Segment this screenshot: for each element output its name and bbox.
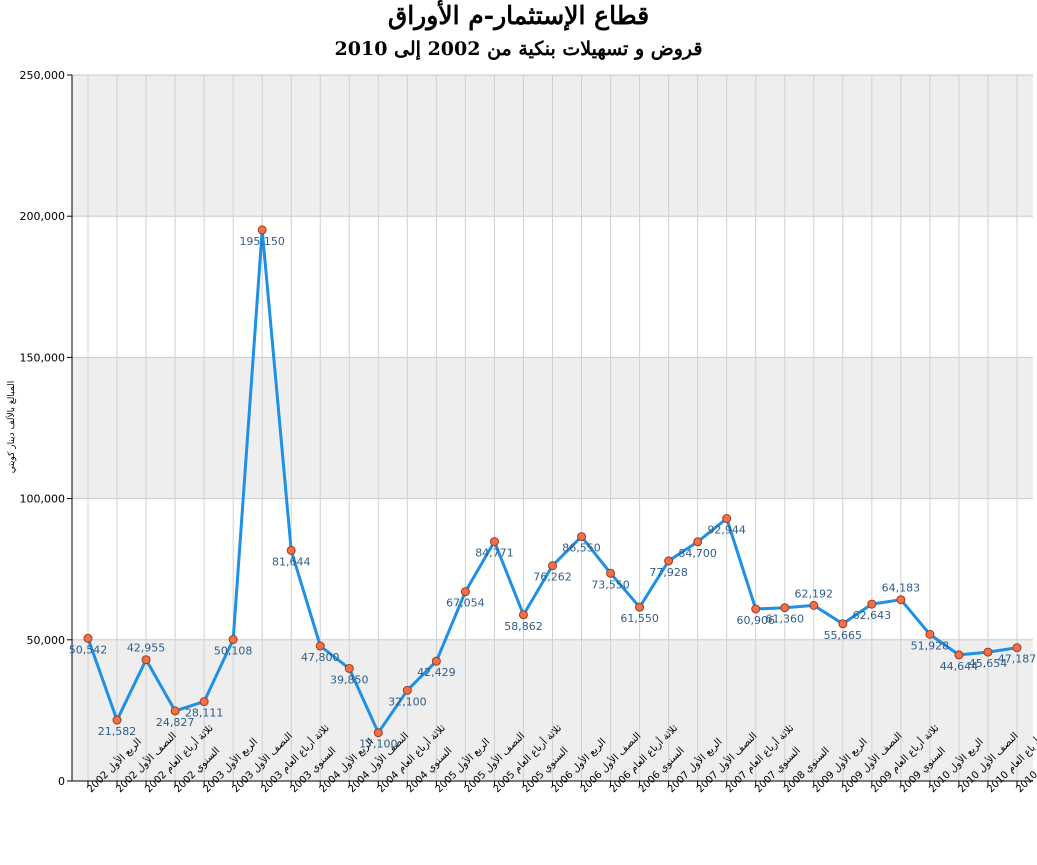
data-label: 21,582 [98, 725, 137, 738]
data-point [402, 685, 412, 695]
vertical-gridlines [87, 75, 1018, 786]
data-point [838, 619, 848, 629]
data-label: 28,111 [185, 707, 224, 720]
data-point [83, 633, 93, 643]
data-point [896, 595, 906, 605]
y-tick-label: 250,000 [20, 69, 66, 82]
data-label: 62,643 [853, 609, 892, 622]
data-label: 24,827 [156, 716, 195, 729]
data-point [460, 587, 470, 597]
data-label: 42,429 [417, 666, 456, 679]
data-point [431, 656, 441, 666]
data-point [809, 600, 819, 610]
data-point [664, 556, 674, 566]
axes [71, 75, 1033, 782]
data-label: 61,360 [766, 613, 805, 626]
data-point [373, 728, 383, 738]
data-label: 39,850 [330, 673, 369, 686]
data-point [780, 603, 790, 613]
data-point [112, 715, 122, 725]
data-point [954, 650, 964, 660]
data-label: 44,644 [940, 660, 979, 673]
data-label: 76,262 [533, 571, 572, 584]
data-markers [83, 225, 1022, 738]
data-label: 50,542 [69, 643, 108, 656]
data-point [315, 641, 325, 651]
data-label: 195,150 [239, 235, 285, 248]
data-label: 45,654 [969, 657, 1008, 670]
data-point [1012, 643, 1022, 653]
data-label: 47,800 [301, 651, 340, 664]
data-label: 42,955 [127, 642, 166, 655]
data-label: 77,928 [649, 566, 688, 579]
data-label: 84,771 [475, 547, 514, 560]
data-point [286, 545, 296, 555]
data-point [925, 629, 935, 639]
data-label: 55,665 [824, 629, 863, 642]
data-point [141, 655, 151, 665]
data-label: 32,100 [388, 695, 427, 708]
y-tick-label: 0 [58, 775, 65, 788]
data-label: 50,108 [214, 644, 253, 657]
data-point [635, 602, 645, 612]
data-point [257, 225, 267, 235]
data-point [228, 634, 238, 644]
data-point [606, 568, 616, 578]
data-label: 51,928 [911, 639, 950, 652]
data-label: 58,862 [504, 620, 543, 633]
y-tick-label: 150,000 [20, 351, 66, 364]
data-label: 86,550 [562, 542, 601, 555]
data-point [722, 514, 732, 524]
data-point [518, 610, 528, 620]
data-point [867, 599, 877, 609]
data-point [344, 663, 354, 673]
y-axis-label: المبالغ بالألف دينار كويتي [5, 381, 17, 473]
chart-title: قطاع الإستثمار-م الأوراق [387, 1, 650, 30]
y-tick-labels: 0 50,000 100,000 150,000 200,000 250,000 [20, 69, 66, 788]
data-point [693, 537, 703, 547]
data-label: 60,906 [736, 614, 775, 627]
data-label: 61,550 [620, 612, 659, 625]
data-point [577, 532, 587, 542]
data-label: 64,183 [882, 582, 921, 595]
data-label: 62,192 [795, 587, 834, 600]
data-label: 84,700 [678, 547, 717, 560]
data-label: 17,100 [359, 738, 398, 751]
data-point [548, 561, 557, 571]
data-point [170, 706, 180, 716]
data-label: 73,550 [591, 578, 630, 591]
y-tick-label: 50,000 [27, 634, 66, 647]
data-point [983, 647, 993, 657]
y-tick-label: 200,000 [20, 210, 66, 223]
data-point [199, 697, 209, 707]
data-label: 67,054 [446, 597, 485, 610]
data-point [751, 604, 761, 614]
y-tick-label: 100,000 [20, 493, 66, 506]
data-label: 47,187 [998, 653, 1037, 666]
data-label: 92,944 [707, 524, 746, 537]
data-label: 81,644 [272, 555, 311, 568]
chart-subtitle: قروض و تسهيلات بنكية من 2002 إلى 2010 [334, 38, 703, 60]
data-point [489, 537, 499, 547]
